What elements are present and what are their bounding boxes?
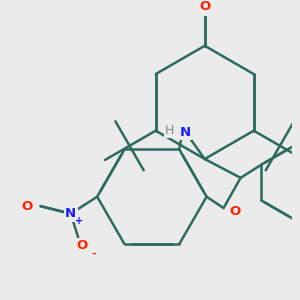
Text: O: O bbox=[22, 200, 33, 213]
Text: -: - bbox=[91, 248, 96, 258]
Text: O: O bbox=[199, 0, 210, 13]
Text: O: O bbox=[76, 239, 88, 252]
Text: N: N bbox=[65, 207, 76, 220]
Text: O: O bbox=[229, 205, 241, 218]
Text: N: N bbox=[179, 126, 191, 139]
Text: H: H bbox=[165, 124, 175, 137]
Text: +: + bbox=[75, 216, 83, 226]
